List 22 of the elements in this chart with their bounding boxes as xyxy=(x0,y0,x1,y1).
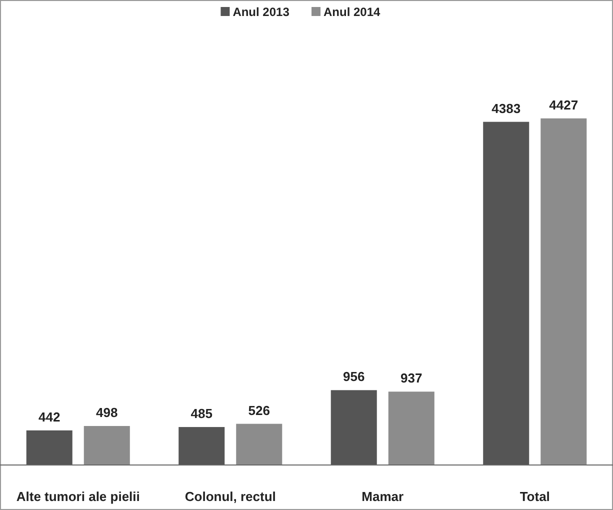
x-tick-label: Alte tumori ale pielii xyxy=(16,489,140,504)
legend-label: Anul 2014 xyxy=(324,5,381,19)
bar xyxy=(388,392,434,465)
data-label: 442 xyxy=(38,409,60,424)
x-tick-label: Colonul, rectul xyxy=(184,489,276,504)
bar xyxy=(540,118,587,465)
data-label: 526 xyxy=(248,402,270,418)
data-label: 498 xyxy=(96,405,118,420)
data-label: 956 xyxy=(343,369,365,384)
bar xyxy=(178,427,225,465)
bar xyxy=(483,122,530,465)
bar xyxy=(84,426,130,465)
data-label: 485 xyxy=(190,406,212,422)
bar xyxy=(236,424,282,465)
data-label: 4383 xyxy=(492,100,521,116)
legend-label: Anul 2013 xyxy=(232,5,290,19)
bar xyxy=(26,430,72,465)
x-tick-label: Total xyxy=(520,489,550,504)
x-tick-label: Mamar xyxy=(362,489,404,504)
data-label: 4427 xyxy=(549,97,578,112)
bar xyxy=(330,390,377,465)
data-label: 937 xyxy=(400,370,422,386)
